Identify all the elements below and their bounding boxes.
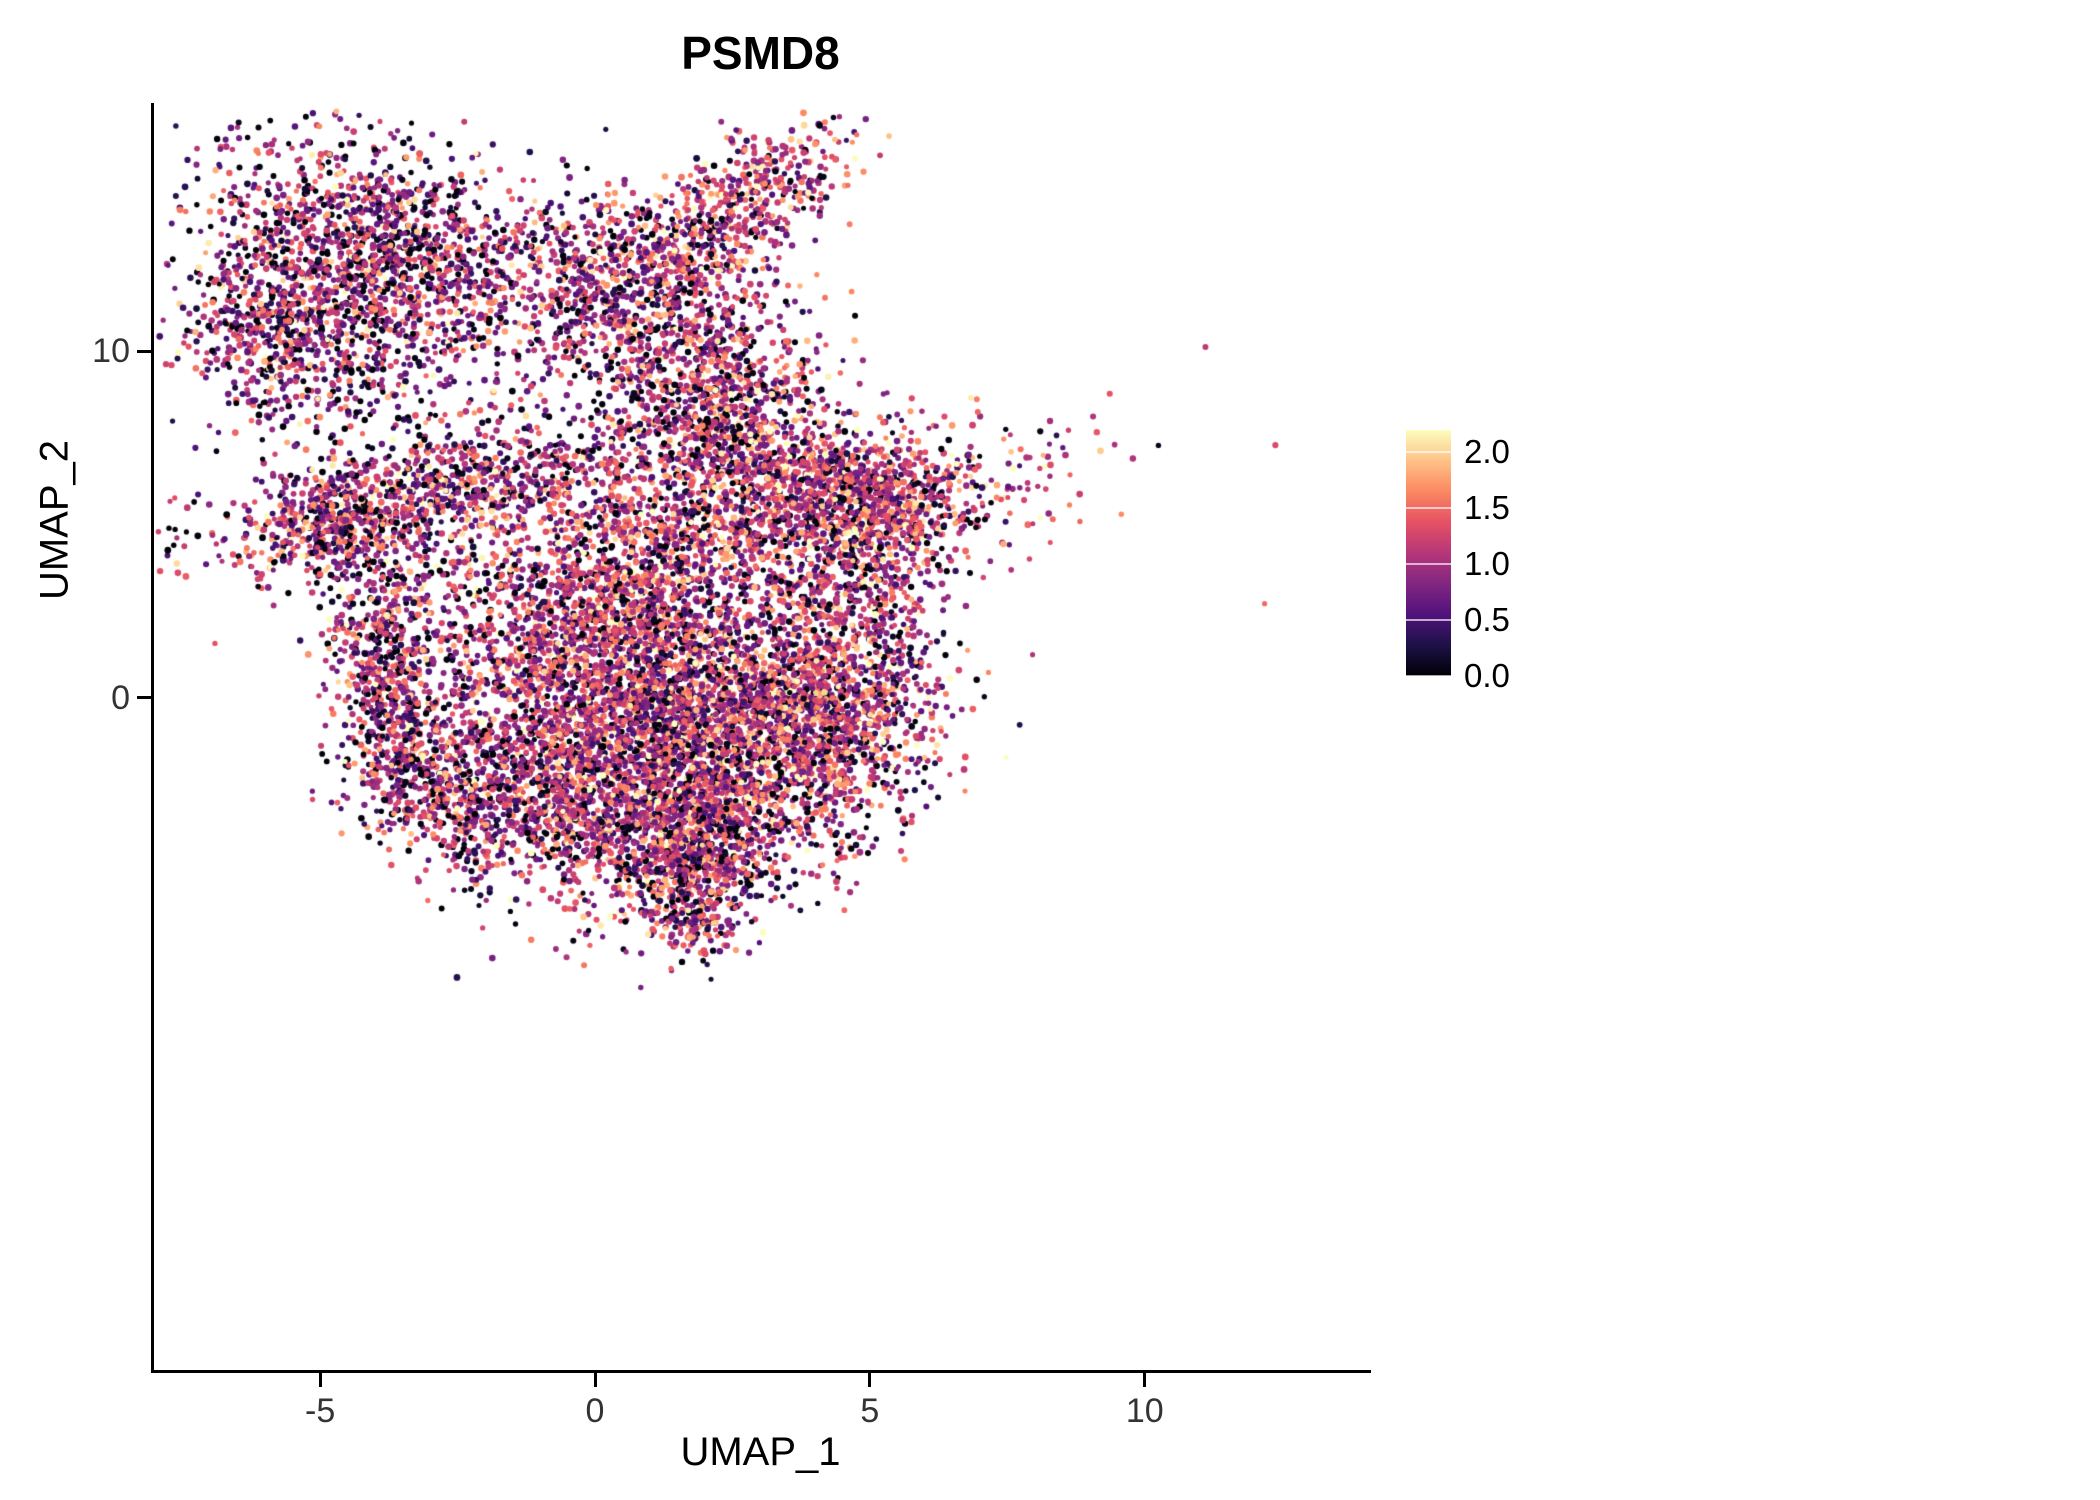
colorbar-tick-label: 2.0	[1464, 433, 1510, 471]
x-tick-label: 5	[860, 1392, 880, 1430]
colorbar-tick-mark	[1406, 563, 1451, 566]
x-tick-mark	[318, 1373, 322, 1387]
x-tick-label: 10	[1125, 1392, 1164, 1430]
y-axis-line	[151, 103, 154, 1373]
y-tick-label: 10	[92, 332, 130, 371]
colorbar-tick-mark	[1406, 619, 1451, 622]
colorbar-tick-mark	[1406, 675, 1451, 677]
y-axis-title: UMAP_2	[32, 439, 77, 601]
colorbar-tick-label: 0.5	[1464, 601, 1510, 639]
x-tick-mark	[1143, 1373, 1147, 1387]
colorbar-tick-mark	[1406, 451, 1451, 454]
y-tick-mark	[137, 349, 151, 353]
y-tick-mark	[137, 696, 151, 700]
x-tick-mark	[593, 1373, 597, 1387]
x-axis-title: UMAP_1	[680, 1430, 841, 1474]
colorbar-tick-mark	[1406, 507, 1451, 510]
x-tick-label: -5	[305, 1392, 336, 1430]
colorbar-tick-label: 1.0	[1464, 545, 1510, 583]
x-tick-mark	[868, 1373, 872, 1387]
x-tick-label: 0	[585, 1392, 605, 1430]
y-tick-label: 0	[111, 678, 130, 717]
x-axis-line	[151, 1370, 1371, 1373]
plot-title: PSMD8	[681, 27, 840, 79]
colorbar-gradient	[1406, 430, 1451, 676]
colorbar-tick-label: 0.0	[1464, 657, 1510, 694]
colorbar-tick-label: 1.5	[1464, 489, 1510, 527]
